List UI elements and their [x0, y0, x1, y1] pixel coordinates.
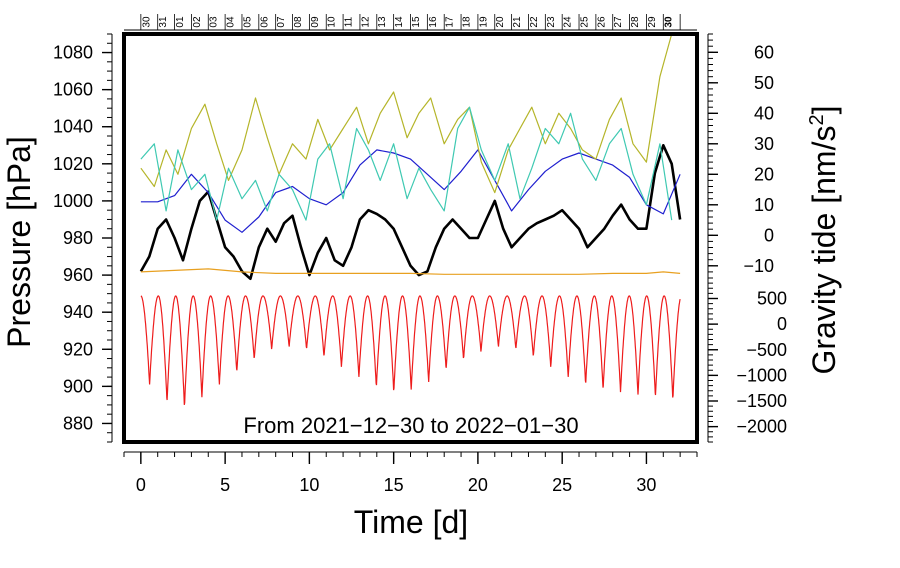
series-layer [139, 33, 682, 406]
x-tick-label: 20 [468, 475, 488, 495]
series-tide-line [140, 295, 681, 406]
top-day-label: 06 [259, 16, 270, 28]
top-day-label: 22 [529, 16, 540, 28]
y-left-tick-label: 1060 [53, 80, 93, 100]
top-day-label: 05 [242, 16, 253, 28]
x-tick-label: 30 [636, 475, 656, 495]
plot-frame [122, 32, 699, 444]
y-right-lower-tick-label: −500 [746, 340, 787, 360]
y-right-upper-tick-label: −10 [743, 256, 774, 276]
y-right-upper-tick-label: 60 [754, 42, 774, 62]
y-right-lower-tick-label: −2000 [736, 417, 787, 437]
series-teal-line [140, 106, 673, 221]
y-axis-right-title-base: Gravity tide [nm/s [806, 126, 842, 375]
y-right-upper-tick-label: 10 [754, 195, 774, 215]
top-day-label: 30 [664, 16, 675, 28]
y-left-tick-label: 960 [63, 265, 93, 285]
date-range-annotation: From 2021−12−30 to 2022−01−30 [243, 413, 578, 438]
top-day-label: 21 [512, 16, 523, 28]
y-right-upper-tick-label: 30 [754, 134, 774, 154]
top-day-label: 10 [327, 16, 338, 28]
top-day-axis: 30 31 01 02 03 04 05 06 07 08 09 10 11 12 13 14 15 16 17 18… [124, 14, 697, 31]
x-tick-label: 5 [220, 475, 230, 495]
top-day-label: 13 [377, 16, 388, 28]
y-left-tick-label: 900 [63, 376, 93, 396]
y-left-tick-label: 1020 [53, 154, 93, 174]
top-day-label: 28 [630, 16, 641, 28]
series-orange-line [140, 268, 681, 275]
top-day-label: 02 [192, 16, 203, 28]
y-left-tick-label: 940 [63, 302, 93, 322]
top-day-label: 26 [596, 16, 607, 28]
y-right-upper-tick-label: 0 [764, 225, 774, 245]
top-day-label: 11 [344, 16, 355, 27]
top-day-label: 24 [563, 16, 574, 28]
series-blue-line [140, 149, 681, 233]
top-day-label: 30 [141, 16, 152, 28]
top-day-label: 03 [209, 16, 220, 28]
y-left-tick-label: 880 [63, 413, 93, 433]
top-day-label: 17 [445, 16, 456, 28]
top-day-label: 25 [580, 16, 591, 28]
y-right-lower-tick-label: −1000 [736, 365, 787, 385]
top-day-label: 07 [276, 16, 287, 28]
y-right-upper-tick-label: 50 [754, 73, 774, 93]
series-pressure-line [139, 144, 682, 281]
y-axis-right-title-close: ] [806, 106, 842, 115]
top-day-label: 14 [394, 16, 405, 28]
top-day-label: 08 [293, 16, 304, 28]
top-day-label: 01 [175, 16, 186, 28]
top-day-label: 19 [478, 16, 489, 28]
x-axis-title: Time [d] [354, 504, 468, 540]
top-day-label: 31 [158, 16, 169, 28]
y-right-lower-tick-label: −1500 [736, 391, 787, 411]
y-axis-right-title: Gravity tide [nm/s2] [806, 106, 842, 375]
top-day-label: 16 [428, 16, 439, 28]
top-day-label: 18 [462, 16, 473, 28]
y-left-tick-label: 980 [63, 228, 93, 248]
top-day-label: 04 [226, 16, 237, 28]
top-day-label: 12 [360, 16, 371, 28]
top-day-label: 20 [495, 16, 506, 28]
y-right-upper-tick-label: 40 [754, 103, 774, 123]
x-tick-label: 25 [552, 475, 572, 495]
y-right-lower-tick-label: 500 [757, 289, 787, 309]
x-tick-label: 10 [299, 475, 319, 495]
y-left-tick-label: 1040 [53, 117, 93, 137]
top-day-label: 27 [613, 16, 624, 28]
top-day-label: 09 [310, 16, 321, 28]
top-day-label: 29 [647, 16, 658, 28]
series-olive-line [140, 33, 673, 194]
x-tick-label: 15 [384, 475, 404, 495]
y-right-upper-tick-label: 20 [754, 164, 774, 184]
top-day-label: 15 [411, 16, 422, 28]
x-tick-label: 0 [136, 475, 146, 495]
y-left-tick-label: 1080 [53, 43, 93, 63]
axes-layer: 0 5 10 15 20 25 308809009209409609801000102010… [53, 33, 787, 495]
y-axis-left-title: Pressure [hPa] [1, 136, 37, 348]
plot-border [122, 32, 699, 444]
y-right-lower-tick-label: 0 [777, 314, 787, 334]
y-left-tick-label: 1000 [53, 191, 93, 211]
top-day-label: 23 [546, 16, 557, 28]
y-axis-right-title-sup: 2 [806, 114, 828, 125]
y-left-tick-label: 920 [63, 339, 93, 359]
